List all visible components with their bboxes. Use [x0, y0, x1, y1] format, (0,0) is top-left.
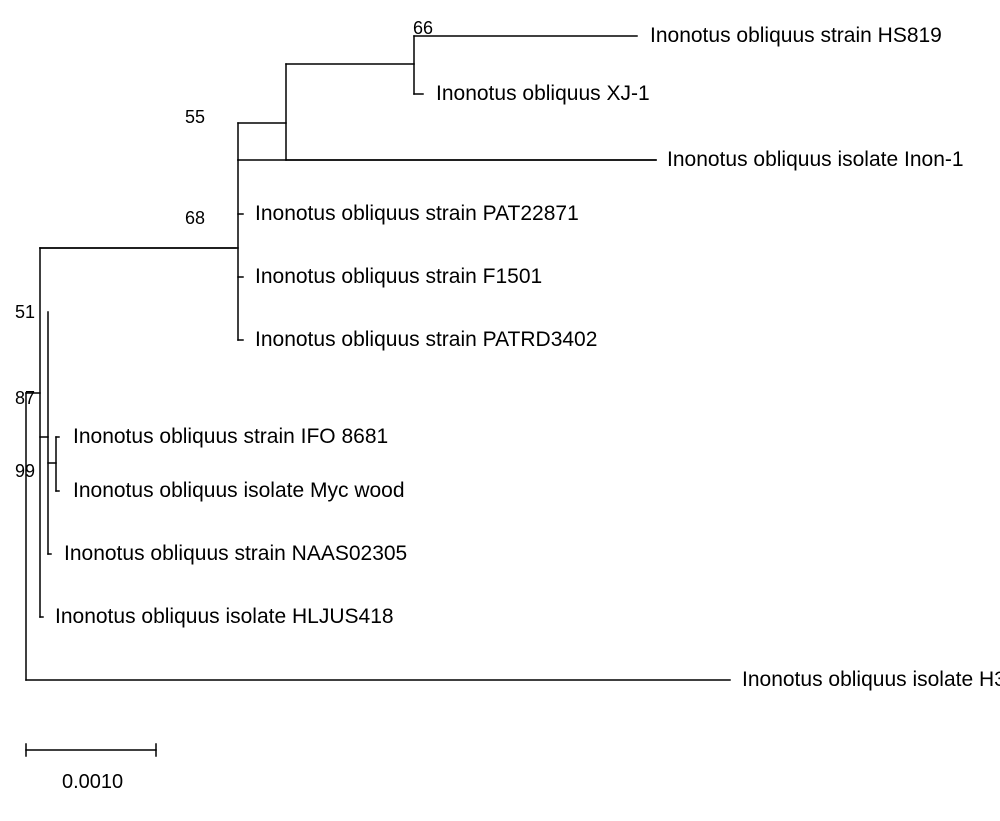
- taxon-label: Inonotus obliquus isolate HLJUS418: [55, 605, 394, 629]
- taxon-label: Inonotus obliquus strain IFO 8681: [73, 425, 388, 449]
- scale-bar-label: 0.0010: [62, 771, 123, 794]
- taxon-label: Inonotus obliquus strain PAT22871: [255, 202, 579, 226]
- phylogenetic-tree: [0, 0, 1000, 821]
- bootstrap-value: 87: [15, 388, 35, 409]
- taxon-label: Inonotus obliquus strain PATRD3402: [255, 328, 597, 352]
- taxon-label: Inonotus obliquus isolate Inon-1: [667, 148, 964, 172]
- bootstrap-value: 55: [185, 107, 205, 128]
- taxon-label: Inonotus obliquus strain NAAS02305: [64, 542, 407, 566]
- bootstrap-value: 99: [15, 461, 35, 482]
- taxon-label: Inonotus obliquus XJ-1: [436, 82, 650, 106]
- bootstrap-value: 68: [185, 208, 205, 229]
- bootstrap-value: 51: [15, 302, 35, 323]
- taxon-label: Inonotus obliquus isolate H31: [742, 668, 1000, 692]
- taxon-label: Inonotus obliquus isolate Myc wood: [73, 479, 405, 503]
- bootstrap-value: 66: [413, 18, 433, 39]
- taxon-label: Inonotus obliquus strain HS819: [650, 24, 942, 48]
- taxon-label: Inonotus obliquus strain F1501: [255, 265, 542, 289]
